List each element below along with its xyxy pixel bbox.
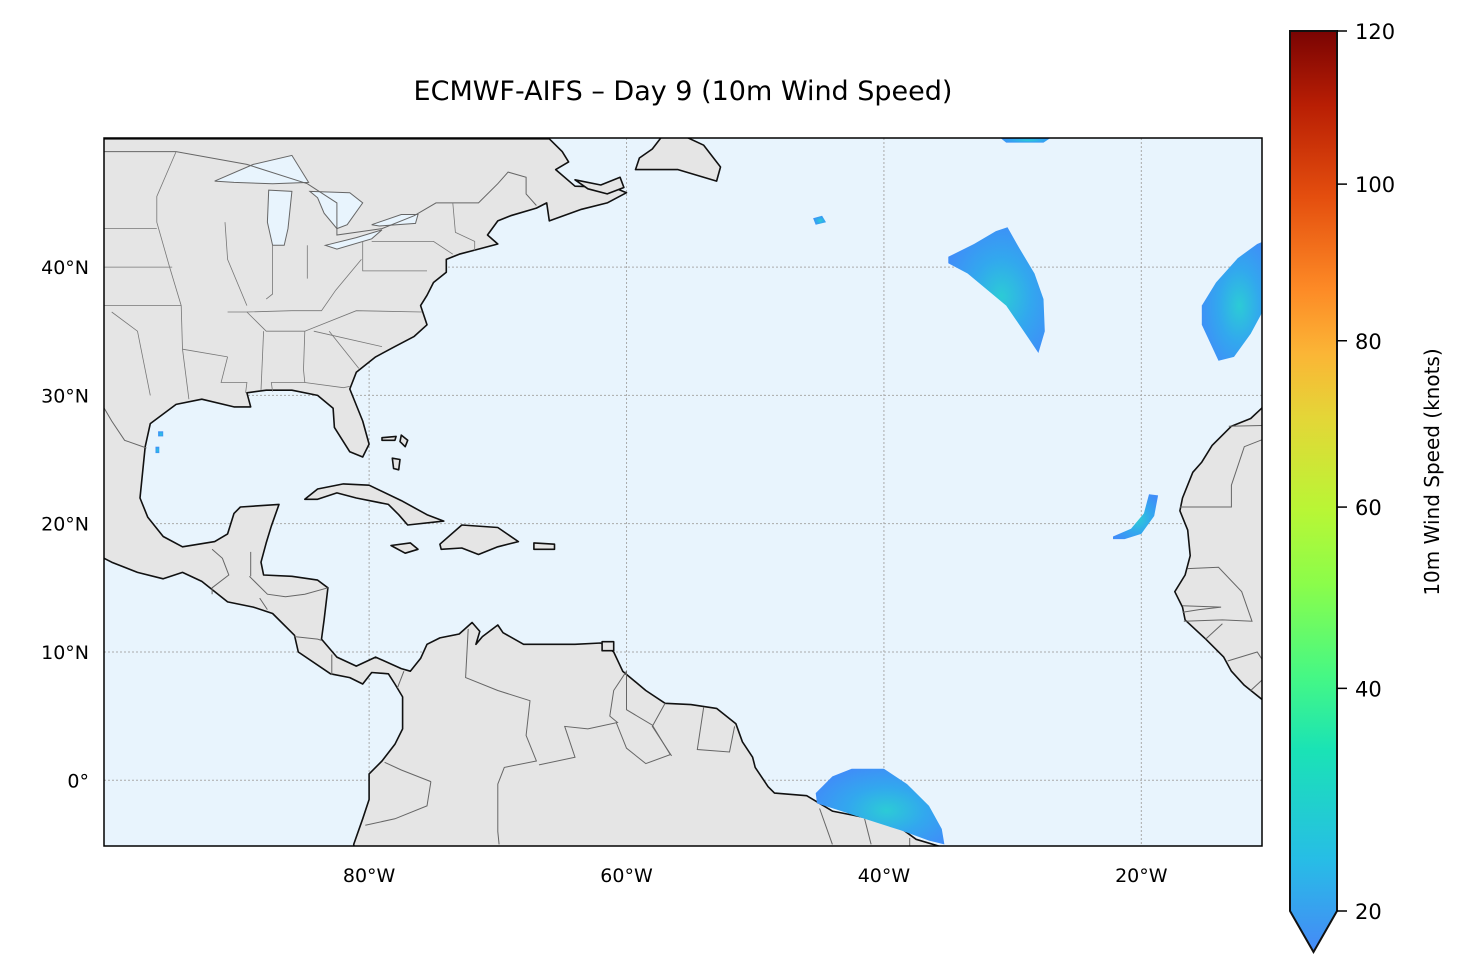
state-border [371, 240, 454, 255]
state-border [304, 382, 350, 389]
wind-speed-region [1201, 242, 1262, 361]
lake-ontario [371, 214, 419, 227]
country-border [819, 808, 833, 845]
lat-tick-label: 30°N [41, 385, 89, 407]
lon-tick-label: 80°W [343, 865, 396, 887]
landmass-grand-bahama [381, 435, 397, 442]
lon-tick-label: 20°W [1115, 865, 1168, 887]
landmass-andros [391, 457, 401, 471]
wind-speed-region [1113, 494, 1159, 540]
lat-tick-label: 40°N [41, 257, 89, 279]
country-border [696, 707, 736, 753]
country-border [259, 597, 268, 610]
colorbar-tick-label: 80 [1355, 330, 1382, 354]
colorbar-tick-label: 60 [1355, 496, 1382, 520]
state-border [362, 241, 427, 272]
land-layer [104, 138, 1262, 846]
colorbar-label: 10m Wind Speed (knots) [1420, 348, 1444, 596]
map-frame [103, 137, 1263, 847]
colorbar-tick-label: 40 [1355, 677, 1382, 701]
lake-michigan [266, 189, 293, 246]
state-border [111, 311, 151, 396]
state-border [265, 245, 274, 300]
landmass-hispaniola [439, 524, 520, 556]
wind-speed-region [158, 431, 164, 437]
wind-speed-region [155, 446, 160, 454]
state-border [328, 330, 360, 369]
country-border [294, 636, 322, 641]
country-border [1179, 439, 1262, 508]
state-border [182, 348, 228, 358]
state-border [227, 310, 422, 332]
country-border [211, 548, 230, 595]
lon-tick-label: 60°W [600, 865, 653, 887]
landmass-cuba [303, 483, 445, 526]
country-border [1182, 605, 1222, 613]
country-border [249, 575, 329, 598]
wind-speed-region [815, 768, 945, 845]
state-border [452, 202, 476, 251]
landmass-puerto-rico [533, 542, 556, 551]
landmass-abaco [399, 434, 409, 448]
lat-tick-label: 0° [67, 770, 89, 792]
colorbar: 20 40 60 80 100 120 [1289, 20, 1395, 955]
country-border [384, 761, 432, 783]
landmass-newfoundland [634, 138, 722, 182]
wind-field [155, 138, 1262, 845]
country-border [864, 818, 872, 845]
country-border [104, 406, 147, 449]
state-border [246, 259, 362, 313]
colorbar-tick-label: 100 [1355, 173, 1395, 197]
country-border [365, 781, 432, 826]
state-border [220, 356, 248, 393]
wind-speed-region [1000, 138, 1051, 143]
lat-tick-label: 10°N [41, 642, 89, 664]
country-border [1227, 651, 1262, 662]
country-border [465, 628, 538, 845]
country-border [538, 670, 627, 766]
lon-tick-label: 40°W [858, 865, 911, 887]
colorbar-tick-label: 120 [1355, 20, 1395, 44]
map-title: ECMWF-AIFS – Day 9 (10m Wind Speed) [413, 76, 953, 107]
state-border [260, 331, 264, 391]
country-border [1228, 424, 1262, 427]
axis-ticks: 80°W 60°W 40°W 20°W 0° 10°N 20°N 30°N 40°N [41, 257, 1168, 887]
lake-huron [308, 190, 364, 230]
landmass-africa [1174, 406, 1262, 701]
colorbar-bar [1289, 30, 1338, 955]
country-border [1183, 566, 1253, 622]
landmass-americas [104, 138, 942, 846]
wind-speed-region [813, 215, 826, 225]
wind-speed-region [948, 227, 1045, 353]
country-border [651, 703, 673, 757]
state-border [313, 330, 383, 347]
country-border [1205, 623, 1223, 640]
landmass-trinidad [601, 640, 615, 652]
colorbar-tick-label: 20 [1355, 900, 1382, 924]
state-border [224, 222, 248, 306]
country-border [104, 151, 537, 236]
landmass-pei-cape-breton [574, 176, 625, 195]
country-border [1250, 679, 1262, 691]
lake-erie [323, 229, 383, 250]
lat-tick-label: 20°N [41, 514, 89, 536]
landmass-jamaica [390, 542, 419, 555]
country-border [396, 671, 405, 689]
